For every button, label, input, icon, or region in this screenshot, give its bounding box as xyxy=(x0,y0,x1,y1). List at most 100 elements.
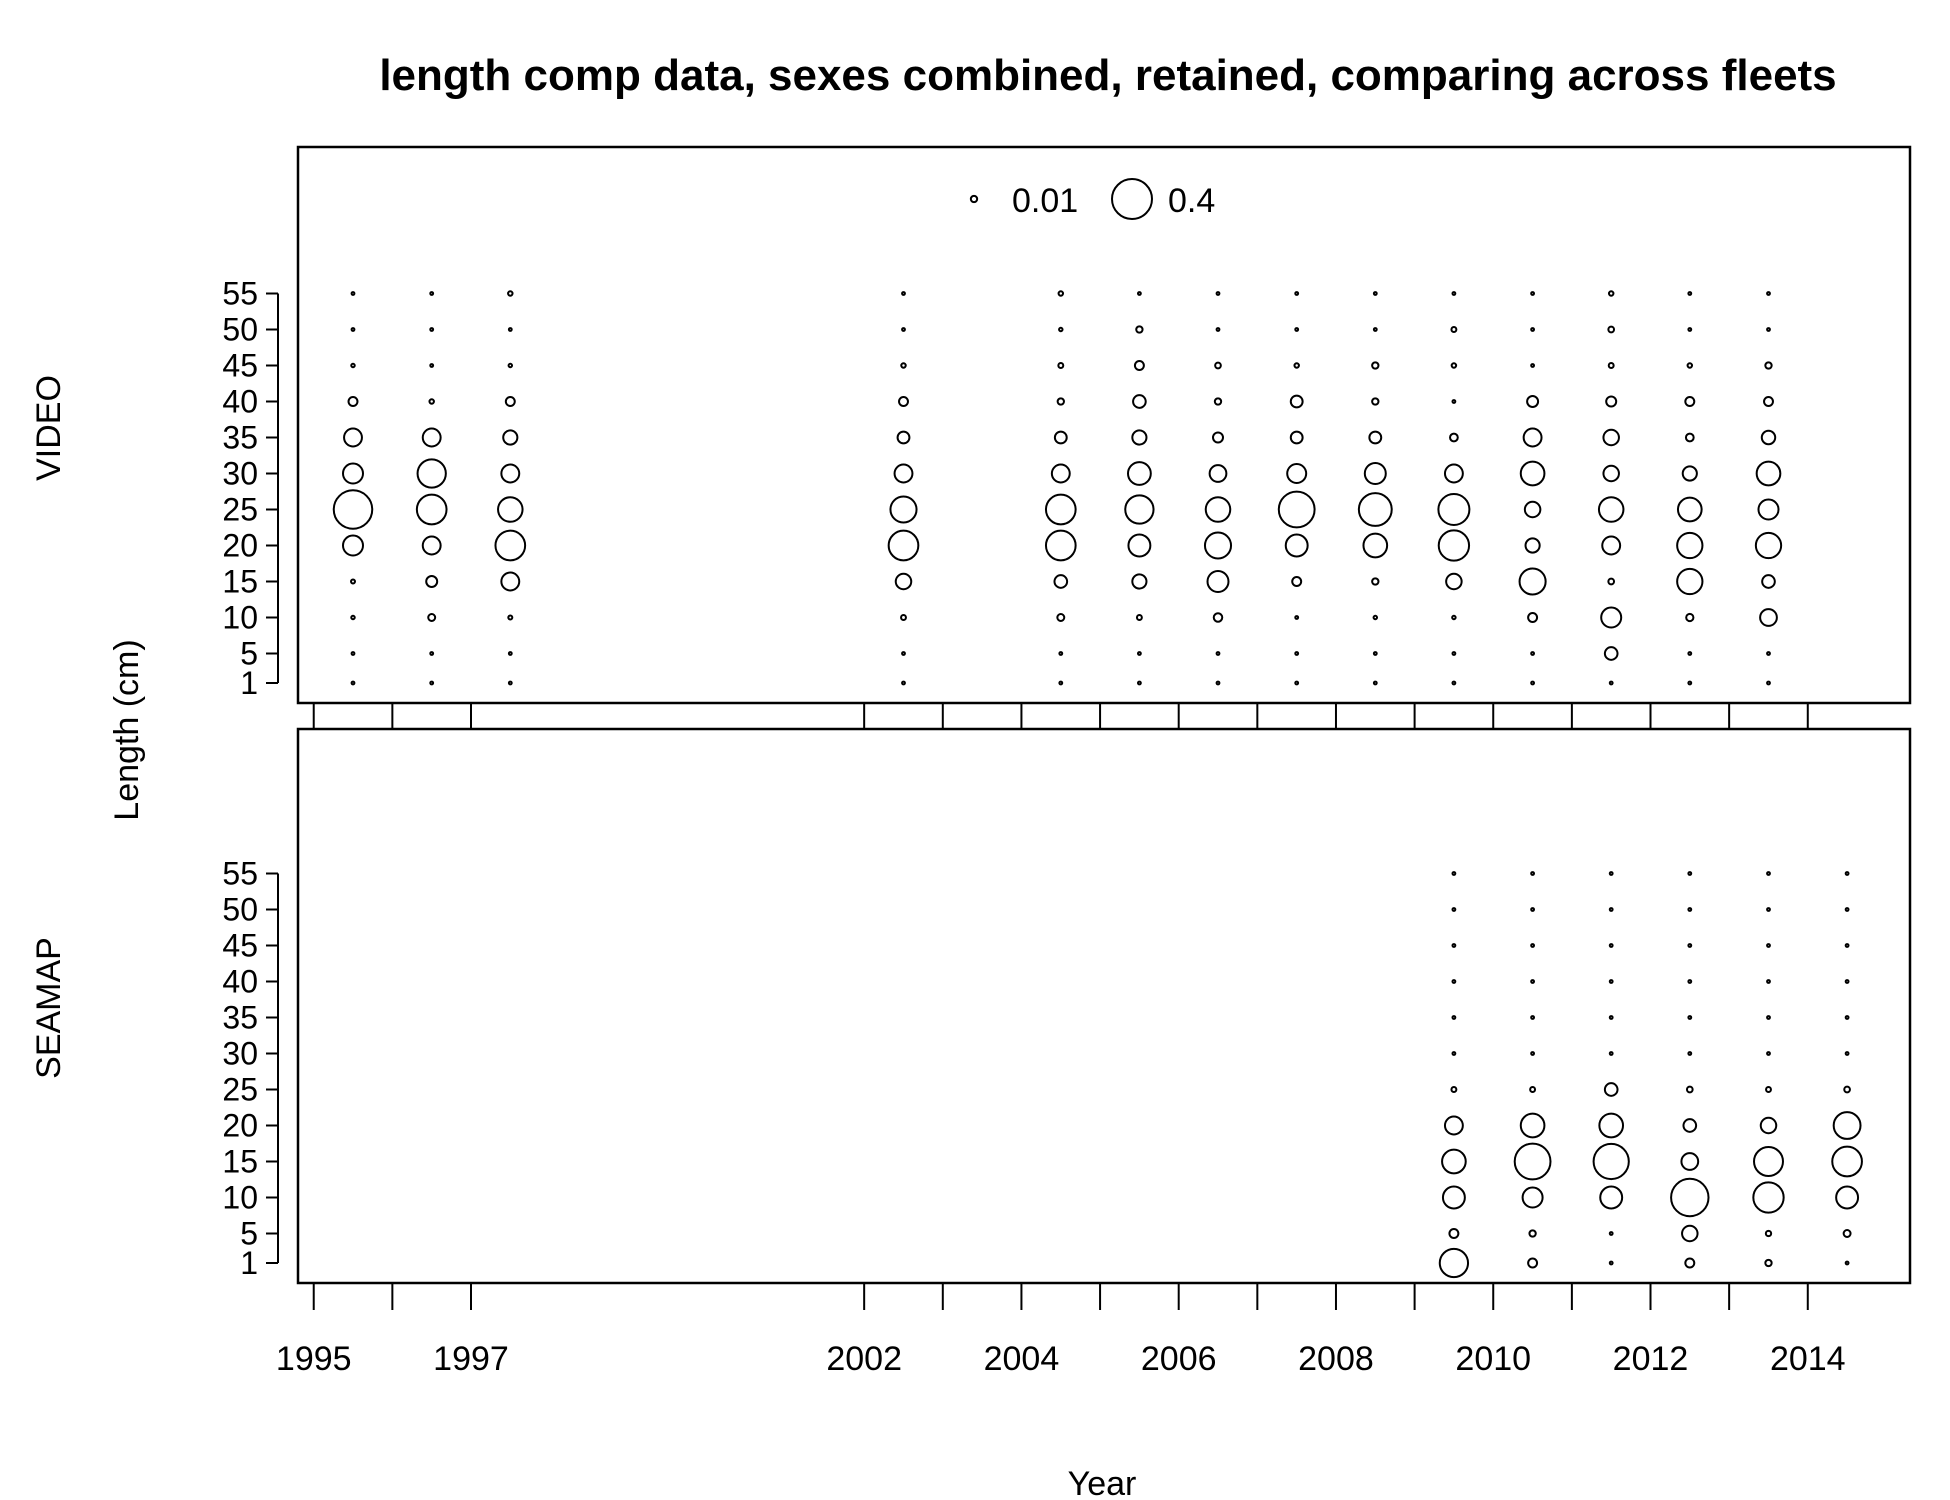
panel-video-label: VIDEO xyxy=(30,375,68,481)
bubble-seamap-2010.5-len-20 xyxy=(1519,1112,1546,1139)
bubble-video-1997.5-len-5 xyxy=(507,651,513,656)
bubble-video-2013.5-len-15 xyxy=(1761,574,1776,589)
bubble-video-1997.5-len-15 xyxy=(500,571,521,592)
bubble-video-2011.5-len-20 xyxy=(1601,535,1622,556)
bubble-video-2013.5-len-40 xyxy=(1763,396,1774,407)
bubble-video-2009.5-len-1 xyxy=(1451,680,1457,686)
bubble-video-2009.5-len-55 xyxy=(1451,291,1457,296)
y-tick-label: 25 xyxy=(222,1072,258,1108)
bubble-video-2005.5-len-25 xyxy=(1124,494,1155,525)
bubble-video-2010.5-len-50 xyxy=(1530,327,1536,332)
bubble-video-2005.5-len-5 xyxy=(1136,651,1142,656)
y-tick-label: 40 xyxy=(222,384,258,420)
bubble-seamap-2014.5-len-30 xyxy=(1844,1051,1850,1056)
bubble-video-1996.5-len-10 xyxy=(427,613,437,622)
bubble-seamap-2012.5-len-45 xyxy=(1687,943,1693,948)
bubble-video-2011.5-len-30 xyxy=(1602,464,1620,483)
bubble-video-2013.5-len-30 xyxy=(1755,460,1782,487)
bubble-seamap-2013.5-len-55 xyxy=(1766,871,1771,876)
bubble-seamap-2010.5-len-25 xyxy=(1529,1086,1537,1093)
bubble-seamap-2011.5-len-55 xyxy=(1608,871,1614,876)
bubble-video-2007.5-len-10 xyxy=(1294,615,1300,620)
bubble-video-2010.5-len-30 xyxy=(1519,460,1546,487)
bubble-seamap-2013.5-len-25 xyxy=(1765,1086,1772,1093)
bubble-seamap-2014.5-len-40 xyxy=(1844,979,1850,984)
bubble-seamap-2010.5-len-40 xyxy=(1530,979,1536,984)
bubble-video-1997.5-len-50 xyxy=(507,327,513,332)
bubble-video-2009.5-len-35 xyxy=(1449,432,1459,443)
bubble-video-2005.5-len-40 xyxy=(1132,394,1147,409)
bubble-video-2004.5-len-20 xyxy=(1044,529,1077,562)
bubble-video-1996.5-len-55 xyxy=(429,291,435,296)
bubble-video-2012.5-len-20 xyxy=(1676,531,1704,560)
bubble-seamap-2010.5-len-50 xyxy=(1530,907,1536,912)
bubble-video-2002.5-len-30 xyxy=(893,463,914,484)
bubble-video-1996.5-len-45 xyxy=(429,363,435,368)
y-tick-label: 30 xyxy=(222,456,258,492)
legend-small-bubble xyxy=(969,194,979,204)
bubble-video-2012.5-len-1 xyxy=(1687,680,1693,686)
bubble-video-2008.5-len-50 xyxy=(1372,327,1378,332)
bubble-seamap-2011.5-len-40 xyxy=(1608,979,1614,984)
bubble-seamap-2011.5-len-45 xyxy=(1608,943,1614,948)
bubble-video-2005.5-len-10 xyxy=(1135,614,1143,621)
bubble-video-1995.5-len-30 xyxy=(342,462,364,485)
bubble-video-2006.5-len-40 xyxy=(1213,397,1223,406)
bubble-video-2006.5-len-35 xyxy=(1212,431,1224,444)
bubble-seamap-2013.5-len-35 xyxy=(1766,1015,1771,1020)
bubble-video-2013.5-len-55 xyxy=(1766,291,1771,296)
bubble-seamap-2009.5-len-1 xyxy=(1438,1247,1470,1279)
bubble-video-2013.5-len-35 xyxy=(1760,429,1777,446)
bubble-video-2010.5-len-1 xyxy=(1530,680,1536,686)
bubble-video-1997.5-len-1 xyxy=(507,680,513,686)
y-tick-label: 30 xyxy=(222,1036,258,1072)
bubble-seamap-2011.5-len-1 xyxy=(1608,1260,1614,1266)
bubble-seamap-2011.5-len-35 xyxy=(1608,1015,1614,1020)
bubble-video-2012.5-len-25 xyxy=(1676,496,1703,523)
bubble-video-1996.5-len-5 xyxy=(429,651,435,656)
bubble-video-2006.5-len-45 xyxy=(1214,361,1222,370)
bubble-video-2006.5-len-50 xyxy=(1215,327,1221,332)
bubble-video-2002.5-len-35 xyxy=(896,430,911,445)
bubble-video-2010.5-len-10 xyxy=(1527,612,1539,623)
bubble-video-2004.5-len-35 xyxy=(1053,430,1068,445)
bubble-seamap-2010.5-len-15 xyxy=(1513,1142,1552,1181)
legend-label-small: 0.01 xyxy=(1012,182,1078,220)
bubble-video-2011.5-len-45 xyxy=(1607,362,1615,369)
bubble-video-1997.5-len-30 xyxy=(500,463,521,484)
bubble-video-2004.5-len-30 xyxy=(1050,463,1071,484)
bubble-seamap-2010.5-len-30 xyxy=(1530,1051,1536,1056)
bubble-video-2002.5-len-20 xyxy=(887,529,920,562)
bubble-video-2007.5-len-45 xyxy=(1293,362,1300,369)
bubble-video-2008.5-len-35 xyxy=(1368,430,1383,445)
y-tick-label: 35 xyxy=(222,420,258,456)
bubble-video-2011.5-len-10 xyxy=(1600,606,1623,629)
bubble-seamap-2009.5-len-50 xyxy=(1451,907,1457,912)
y-tick-label: 15 xyxy=(222,1144,258,1180)
bubble-video-2002.5-len-50 xyxy=(901,327,906,332)
bubble-video-1996.5-len-30 xyxy=(416,458,447,489)
bubble-video-1995.5-len-35 xyxy=(343,427,363,448)
bubble-video-2008.5-len-30 xyxy=(1363,462,1387,485)
bubble-video-2004.5-len-10 xyxy=(1056,613,1066,622)
bubble-seamap-2013.5-len-30 xyxy=(1766,1051,1771,1056)
y-tick-label: 10 xyxy=(222,1180,258,1216)
bubble-video-2007.5-len-20 xyxy=(1284,533,1309,558)
bubble-video-1997.5-len-20 xyxy=(494,529,527,562)
bubble-seamap-2012.5-len-30 xyxy=(1687,1051,1693,1056)
bubble-video-2004.5-len-15 xyxy=(1053,574,1069,589)
bubble-video-2007.5-len-40 xyxy=(1289,394,1304,409)
bubble-video-2005.5-len-1 xyxy=(1136,680,1142,686)
bubble-video-2008.5-len-10 xyxy=(1372,614,1379,621)
bubble-seamap-2011.5-len-10 xyxy=(1599,1185,1624,1210)
bubble-video-2004.5-len-50 xyxy=(1058,326,1064,333)
bubble-video-1995.5-len-50 xyxy=(350,327,356,332)
bubble-video-2006.5-len-1 xyxy=(1215,680,1221,686)
bubble-seamap-2012.5-len-1 xyxy=(1684,1257,1696,1269)
bubble-seamap-2009.5-len-35 xyxy=(1451,1015,1457,1020)
panel-seamap-frame xyxy=(296,727,1912,1285)
bubble-seamap-2014.5-len-10 xyxy=(1835,1185,1860,1210)
bubble-video-2010.5-len-40 xyxy=(1526,395,1540,408)
y-tick-label: 1 xyxy=(240,1245,258,1281)
bubble-seamap-2011.5-len-30 xyxy=(1608,1051,1614,1056)
